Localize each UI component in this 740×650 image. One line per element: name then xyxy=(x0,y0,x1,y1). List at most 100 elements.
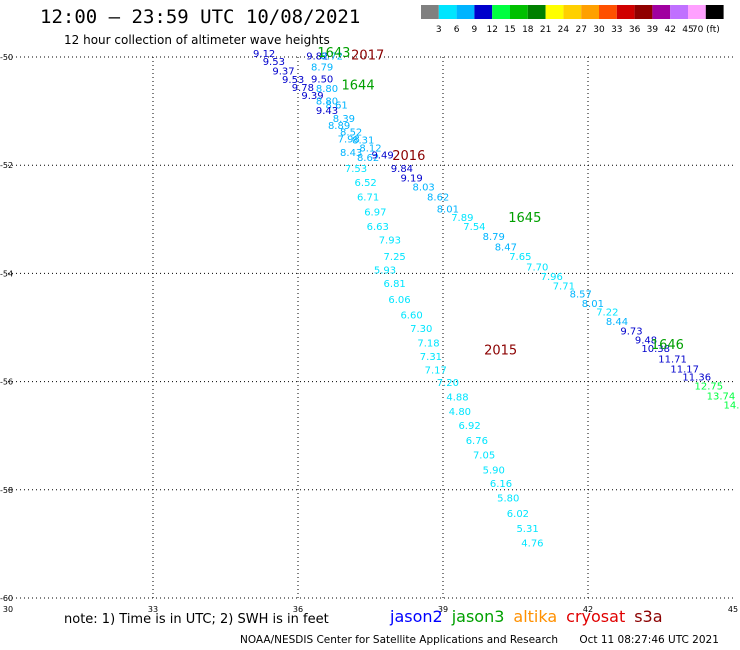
x-tick-label: 39 xyxy=(438,605,448,614)
swh-value: 8.79 xyxy=(483,232,505,243)
color-scale-swatch xyxy=(670,5,688,19)
swh-value: 6.76 xyxy=(466,436,488,447)
swh-value: 6.92 xyxy=(458,421,480,432)
color-scale-swatch xyxy=(599,5,617,19)
swh-value: 6.06 xyxy=(388,295,410,306)
swh-value: 7.22 xyxy=(596,308,618,319)
swh-value: 8.62 xyxy=(427,192,449,203)
y-tick-label: -56 xyxy=(0,378,13,387)
map-grid xyxy=(8,56,733,599)
x-tick-label: 36 xyxy=(293,605,303,614)
pass-number-label: 1643 xyxy=(317,46,350,61)
swh-value: 6.63 xyxy=(367,222,389,233)
swh-value: 9.53 xyxy=(282,75,304,86)
swh-value: 7.98 xyxy=(338,134,360,145)
swh-value: 12.75 xyxy=(695,382,724,393)
y-tick-label: -58 xyxy=(0,486,13,495)
swh-value: 9.53 xyxy=(263,57,285,68)
swh-value: 8.79 xyxy=(311,63,333,74)
y-tick-label: -52 xyxy=(0,161,13,170)
swh-value: 7.71 xyxy=(553,282,575,293)
pass-number-label: 1646 xyxy=(651,338,684,353)
swh-value: 9.49 xyxy=(371,151,393,162)
swh-value: 11.17 xyxy=(670,364,699,375)
color-scale-tick: 21 xyxy=(540,25,551,35)
color-scale-tick: 70 (ft) xyxy=(692,25,720,35)
color-scale-tick: 33 xyxy=(611,25,622,35)
color-scale-swatch xyxy=(581,5,599,19)
swh-value: 9.19 xyxy=(400,173,422,184)
color-scale-tick: 9 xyxy=(472,25,478,35)
color-scale-tick: 18 xyxy=(522,25,534,35)
swh-value: 8.80 xyxy=(316,97,338,108)
swh-value: 7.17 xyxy=(425,365,447,376)
swh-value: 8.01 xyxy=(437,204,459,215)
y-tick-label: -54 xyxy=(0,269,13,278)
color-scale-swatch xyxy=(652,5,671,19)
swh-value: 5.93 xyxy=(374,265,396,276)
color-scale-swatch xyxy=(545,5,564,19)
swh-value: 9.39 xyxy=(301,91,323,102)
pass-number-label: 2017 xyxy=(351,49,384,64)
color-scale-swatch xyxy=(474,5,493,19)
swh-value: 9.43 xyxy=(316,106,338,117)
color-scale-swatch xyxy=(705,5,724,19)
credit-timestamp: Oct 11 08:27:46 UTC 2021 xyxy=(579,634,719,646)
satellite-legend-item: cryosat xyxy=(566,607,626,626)
color-scale-tick: 42 xyxy=(664,25,675,35)
swh-value: 8.43 xyxy=(340,148,362,159)
satellite-legend-item: jason3 xyxy=(451,607,505,626)
y-tick-label: -60 xyxy=(0,594,13,603)
pass-number-label: 1645 xyxy=(508,211,541,226)
satellite-legend-item: altika xyxy=(513,607,558,626)
swh-value: 9.37 xyxy=(272,66,294,77)
axis-labels: 30 33 36 39 42 45 -50 -52 -54 -56 -58 -60 xyxy=(0,53,738,614)
satellite-legend: jason2 jason3 altika cryosat s3a xyxy=(390,607,672,626)
color-scale-tick: 6 xyxy=(454,25,460,35)
swh-value: 7.31 xyxy=(420,352,442,363)
swh-value: 7.05 xyxy=(473,450,495,461)
swh-value: 7.54 xyxy=(463,222,485,233)
color-scale-tick: 3 xyxy=(436,25,442,35)
swh-value: 7.25 xyxy=(384,252,406,263)
color-scale-swatch xyxy=(634,5,653,19)
swh-value: 8.57 xyxy=(570,290,592,301)
swh-value: 8.52 xyxy=(340,127,362,138)
swh-value: 4.88 xyxy=(446,393,468,404)
swh-value: 8.62 xyxy=(357,153,379,164)
swh-value: 7.96 xyxy=(541,272,563,283)
x-tick-label: 33 xyxy=(148,605,158,614)
swh-value: 8.80 xyxy=(316,84,338,95)
swh-value: 6.97 xyxy=(364,208,386,219)
color-scale-tick: 27 xyxy=(575,25,586,35)
swh-value: 11.36 xyxy=(682,373,711,384)
swh-value: 6.16 xyxy=(490,479,512,490)
swh-value: 14.98 xyxy=(724,401,740,412)
pass-number-label: 1644 xyxy=(342,78,375,93)
color-scale-swatch xyxy=(510,5,528,19)
swh-value: 8.72 xyxy=(321,52,343,63)
swh-value: 5.90 xyxy=(483,466,505,477)
swh-value: 7.65 xyxy=(509,252,531,263)
swh-value: 6.71 xyxy=(357,192,379,203)
swh-value: 8.89 xyxy=(328,121,350,132)
swh-value: 7.53 xyxy=(345,164,367,175)
swh-value: 6.81 xyxy=(384,279,406,290)
swh-value: 8.12 xyxy=(359,144,381,155)
color-scale-swatch xyxy=(616,5,635,19)
swh-observations: 9.12 9.828.728.799.539.379.53 9.509.78 8.80… xyxy=(253,49,740,550)
pass-labels: 1643 2017 1644 2016 1645 1646 2015 xyxy=(317,46,684,359)
color-scale-swatch xyxy=(492,5,510,19)
swh-value: 5.31 xyxy=(516,524,538,535)
color-scale-swatch xyxy=(563,5,582,19)
swh-value: 8.03 xyxy=(413,183,435,194)
swh-value: 7.93 xyxy=(379,236,401,247)
y-tick-label: -50 xyxy=(0,53,13,62)
swh-value: 6.02 xyxy=(507,509,529,520)
swh-value: 6.60 xyxy=(400,310,422,321)
color-scale-swatch xyxy=(421,5,439,19)
swh-value: 13.74 xyxy=(707,391,736,402)
pass-number-label: 2016 xyxy=(392,149,425,164)
